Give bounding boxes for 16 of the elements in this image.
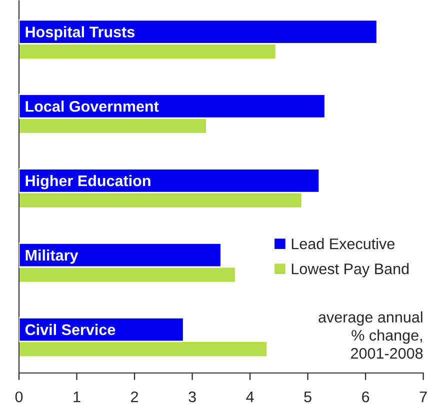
x-tick-label: 4 <box>246 392 254 402</box>
y-tick-label: Higher Education <box>26 174 150 190</box>
x-tick-label: 6 <box>362 391 370 402</box>
x-tick-label: 0 <box>15 391 23 402</box>
y-tick-label: Local Government <box>26 100 159 112</box>
y-tick-label: Military <box>26 249 78 264</box>
y-tick-label: Hospital Trusts <box>26 26 135 40</box>
x-tick-label: 5 <box>304 392 312 402</box>
legend-label: Lowest Pay Band <box>292 263 409 278</box>
legend-label: Lead Executive <box>292 238 394 250</box>
x-tick-label: 3 <box>188 391 196 402</box>
x-tick-label: 7 <box>420 392 427 402</box>
x-tick-label: 2 <box>131 391 138 402</box>
annotation: average annual % change, 2001-2008 <box>318 311 423 359</box>
y-tick-label: Civil Service <box>25 324 116 336</box>
x-tick-label: 1 <box>74 392 80 402</box>
